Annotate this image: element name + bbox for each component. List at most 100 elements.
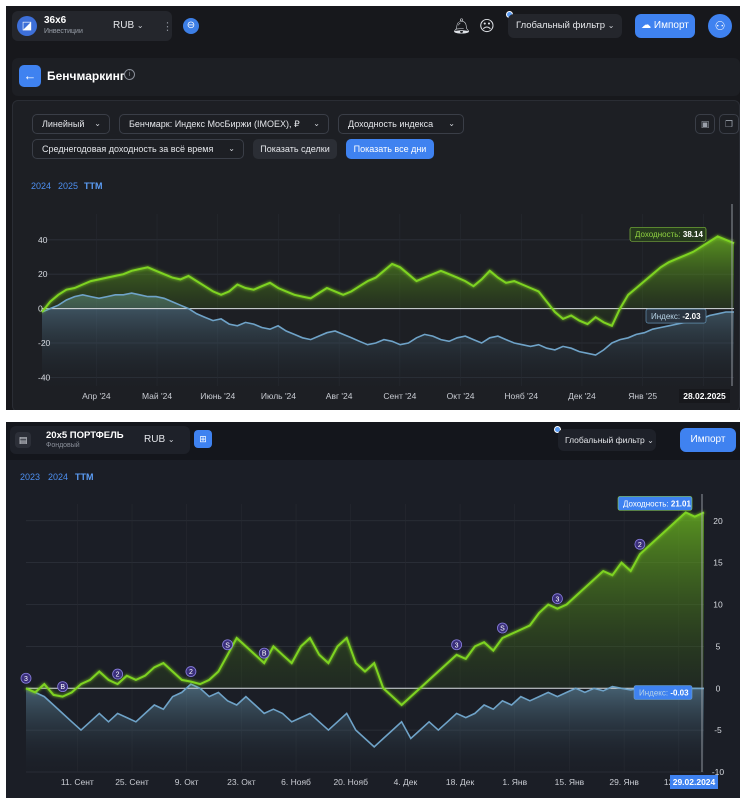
return-line xyxy=(41,235,735,328)
portfolio-selector[interactable]: ▤ 20x5 ПОРТФЕЛЬ Фондовый RUB ⌄ xyxy=(10,426,190,454)
index-tooltip-box xyxy=(633,685,693,700)
import-label: Импорт xyxy=(653,20,689,31)
return-tooltip-box xyxy=(629,226,707,242)
x-tick-label: Апр '24 xyxy=(82,391,111,401)
y-tick-label: 40 xyxy=(38,235,48,245)
add-icon[interactable]: ⊖ xyxy=(183,18,199,34)
trade-marker-label: B xyxy=(60,684,65,691)
benchmarking-screen-2024: ▤ 20x5 ПОРТФЕЛЬ Фондовый RUB ⌄ ⊞ Глобаль… xyxy=(6,422,740,798)
trade-marker xyxy=(451,639,463,651)
index-line xyxy=(25,683,705,748)
scale-value: Линейный xyxy=(42,119,85,129)
more-vert-icon[interactable]: ⋮ xyxy=(162,21,173,33)
chevron-down-icon: ⌄ xyxy=(313,119,320,128)
dashboard-icon[interactable]: ⊞ xyxy=(194,430,212,448)
chevron-down-icon: ⌄ xyxy=(647,436,654,445)
date-badge: 29.02.2024 xyxy=(673,777,716,787)
tab-2025[interactable]: 2025 xyxy=(58,181,79,191)
x-tick-label: Окт '24 xyxy=(447,391,475,401)
x-tick-label: Июнь '24 xyxy=(200,391,235,401)
trade-marker-label: 2 xyxy=(189,669,193,676)
global-filter-label: Глобальный фильтр xyxy=(565,435,645,445)
portfolio-chart-icon: ◪ xyxy=(17,16,37,36)
copy-icon[interactable]: ❐ xyxy=(719,114,739,134)
trade-marker xyxy=(634,538,646,550)
chevron-down-icon: ⌄ xyxy=(167,435,175,444)
index-tooltip: Индекс: -0.03 xyxy=(639,689,689,698)
page-title: Бенчмаркинг xyxy=(47,69,125,83)
benchmark-dropdown[interactable]: Бенчмарк: Индекс МосБиржи (IMOEX), ₽ ⌄ xyxy=(119,114,329,134)
return-area xyxy=(42,236,734,326)
tab-ttm[interactable]: TTM xyxy=(84,181,103,191)
index-tooltip-box xyxy=(645,308,707,324)
y-tick-label: 0 xyxy=(38,304,43,314)
x-tick-label: 4. Дек xyxy=(394,777,418,787)
trade-marker xyxy=(258,647,270,659)
benchmark-value: Бенчмарк: Индекс МосБиржи (IMOEX), ₽ xyxy=(129,119,300,129)
save-icon[interactable]: ▣ xyxy=(695,114,715,134)
portfolio-selector[interactable]: ◪ 36x6 Инвестиции RUB ⌄ ⋮ xyxy=(12,11,173,41)
import-button[interactable]: Импорт xyxy=(680,428,736,452)
x-tick-label: 18. Дек xyxy=(446,777,475,787)
y-tick-label: -20 xyxy=(38,338,51,348)
trade-marker xyxy=(57,681,69,693)
period-dropdown[interactable]: Среднегодовая доходность за всё время ⌄ xyxy=(32,139,244,159)
return-line xyxy=(25,511,705,707)
y-tick-label: 15 xyxy=(713,558,723,568)
index-area xyxy=(42,293,734,386)
benchmark-chart-2025[interactable]: Апр '24 Май '24 Июнь '24 Июль '24 Авг '24 Сен… xyxy=(6,6,740,410)
currency-select[interactable]: RUB ⌄ xyxy=(113,20,144,31)
tab-2024[interactable]: 2024 xyxy=(31,181,52,191)
trade-marker xyxy=(497,622,508,634)
return-tooltip: Доходность: 21.01 xyxy=(623,499,691,508)
x-tick-label: 11. Сент xyxy=(61,777,94,787)
y-tick-label: 20 xyxy=(713,516,723,526)
y-tick-label: -5 xyxy=(714,725,722,735)
top-header: ◪ 36x6 Инвестиции RUB ⌄ ⋮ ⊖ 🔔︎ ☹︎ Глобал… xyxy=(6,6,740,48)
trade-marker xyxy=(552,593,563,605)
trade-marker xyxy=(222,639,233,651)
portfolio-type: Инвестиции xyxy=(44,28,83,35)
global-filter-button[interactable]: Глобальный фильтр ⌄ xyxy=(508,14,622,38)
currency-select[interactable]: RUB ⌄ xyxy=(144,434,175,445)
x-tick-label: Дек '24 xyxy=(568,391,596,401)
y-tick-label: 5 xyxy=(716,641,721,651)
tab-ttm[interactable]: TTM xyxy=(75,472,94,482)
x-tick-label: Май '24 xyxy=(142,391,172,401)
global-filter-button[interactable]: Глобальный фильтр ⌄ xyxy=(558,429,656,451)
period-value: Среднегодовая доходность за всё время xyxy=(42,144,214,154)
x-tick-label: Сент '24 xyxy=(383,391,416,401)
x-tick-label: Янв '25 xyxy=(628,391,657,401)
cloud-upload-icon: ☁︎ xyxy=(641,20,652,31)
benchmark-chart-2024[interactable]: 11. Сент 25. Сент 9. Окт 23. Окт 6. Нояб 20. … xyxy=(6,422,740,798)
return-tooltip: Доходность: 38.14 xyxy=(635,230,703,239)
currency-value: RUB xyxy=(144,434,166,445)
user-avatar-icon[interactable]: ⚇ xyxy=(708,14,732,38)
show-all-days-button[interactable]: Показать все дни xyxy=(346,139,434,159)
date-badge: 28.02.2025 xyxy=(683,391,726,401)
trade-marker-label: S xyxy=(225,642,230,649)
return-tooltip-box xyxy=(617,496,693,511)
portfolio-name: 36x6 xyxy=(44,15,67,26)
tab-2024[interactable]: 2024 xyxy=(48,472,69,482)
chevron-down-icon: ⌄ xyxy=(136,21,144,30)
info-icon[interactable]: i xyxy=(124,69,135,80)
trade-marker-label: 2 xyxy=(116,672,120,679)
bell-icon[interactable]: 🔔︎ xyxy=(452,18,472,35)
portfolio-name: 20x5 ПОРТФЕЛЬ xyxy=(46,430,124,441)
scale-dropdown[interactable]: Линейный ⌄ xyxy=(32,114,110,134)
chevron-down-icon: ⌄ xyxy=(228,144,235,153)
import-button[interactable]: ☁︎ Импорт xyxy=(635,14,695,38)
metric-dropdown[interactable]: Доходность индекса ⌄ xyxy=(338,114,464,134)
metric-value: Доходность индекса xyxy=(348,119,434,129)
back-arrow-icon[interactable]: ← xyxy=(19,65,41,87)
x-tick-label: 9. Окт xyxy=(175,777,199,787)
support-icon[interactable]: ☹︎ xyxy=(479,18,495,35)
index-tooltip: Индекс: -2.03 xyxy=(651,312,701,321)
chevron-down-icon: ⌄ xyxy=(448,119,455,128)
tab-2023[interactable]: 2023 xyxy=(20,472,41,482)
x-tick-label: Нояб '24 xyxy=(504,391,538,401)
chevron-down-icon: ⌄ xyxy=(94,119,101,128)
show-trades-button[interactable]: Показать сделки xyxy=(253,139,337,159)
y-tick-label: -10 xyxy=(712,767,725,777)
